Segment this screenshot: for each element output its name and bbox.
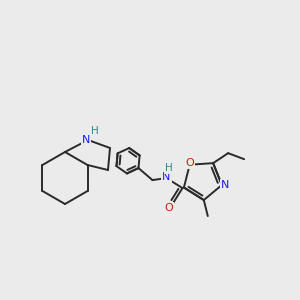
Text: N: N [221,180,229,190]
Text: H: H [165,163,172,173]
Text: O: O [164,203,173,213]
Text: N: N [162,172,171,182]
Text: H: H [91,126,99,136]
Text: N: N [82,135,90,145]
Text: O: O [185,158,194,168]
